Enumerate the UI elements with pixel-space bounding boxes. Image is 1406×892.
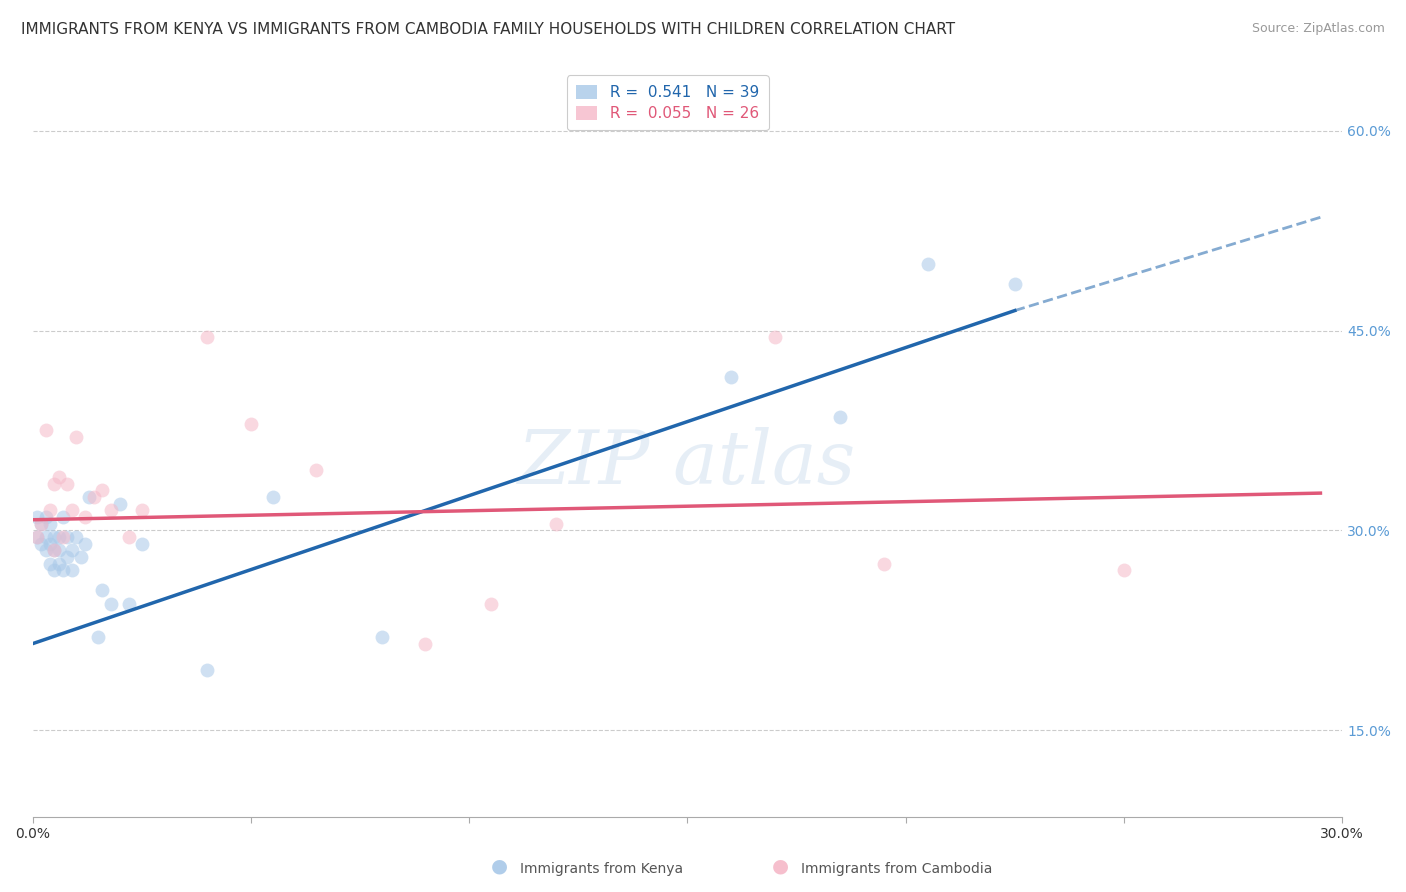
Point bbox=[44, 563, 66, 577]
Point bbox=[546, 516, 568, 531]
Point bbox=[195, 663, 218, 677]
Point bbox=[87, 630, 110, 644]
Point bbox=[305, 463, 328, 477]
Point bbox=[44, 543, 66, 558]
Point bbox=[479, 597, 502, 611]
Point bbox=[56, 476, 79, 491]
Point bbox=[73, 537, 96, 551]
Point bbox=[56, 550, 79, 565]
Point bbox=[830, 410, 852, 425]
Legend:  R =  0.541   N = 39,  R =  0.055   N = 26: R = 0.541 N = 39, R = 0.055 N = 26 bbox=[567, 76, 769, 130]
Point bbox=[83, 490, 105, 504]
Point bbox=[30, 516, 52, 531]
Text: Source: ZipAtlas.com: Source: ZipAtlas.com bbox=[1251, 22, 1385, 36]
Text: Immigrants from Kenya: Immigrants from Kenya bbox=[520, 862, 683, 876]
Point bbox=[48, 543, 70, 558]
Point bbox=[30, 516, 52, 531]
Point bbox=[873, 557, 896, 571]
Point bbox=[415, 637, 437, 651]
Point bbox=[60, 503, 83, 517]
Point bbox=[25, 530, 48, 544]
Point bbox=[34, 543, 56, 558]
Point bbox=[1004, 277, 1026, 291]
Point bbox=[48, 470, 70, 484]
Point bbox=[39, 537, 62, 551]
Point bbox=[117, 597, 139, 611]
Point bbox=[34, 510, 56, 524]
Point bbox=[77, 490, 100, 504]
Point bbox=[39, 557, 62, 571]
Point bbox=[25, 530, 48, 544]
Point bbox=[720, 370, 742, 384]
Point bbox=[44, 543, 66, 558]
Point bbox=[60, 563, 83, 577]
Point bbox=[65, 430, 87, 444]
Point bbox=[30, 537, 52, 551]
Point bbox=[34, 424, 56, 438]
Text: ●: ● bbox=[772, 857, 789, 876]
Point bbox=[34, 530, 56, 544]
Point bbox=[917, 257, 939, 271]
Point bbox=[100, 503, 122, 517]
Point bbox=[56, 530, 79, 544]
Point bbox=[763, 330, 786, 344]
Text: ZIP atlas: ZIP atlas bbox=[519, 426, 856, 500]
Point bbox=[65, 530, 87, 544]
Point bbox=[100, 597, 122, 611]
Point bbox=[131, 503, 153, 517]
Point bbox=[195, 330, 218, 344]
Point bbox=[117, 530, 139, 544]
Point bbox=[108, 497, 131, 511]
Point bbox=[131, 537, 153, 551]
Point bbox=[44, 530, 66, 544]
Point bbox=[60, 543, 83, 558]
Point bbox=[52, 530, 75, 544]
Point bbox=[25, 510, 48, 524]
Point bbox=[44, 476, 66, 491]
Point bbox=[39, 516, 62, 531]
Point bbox=[52, 563, 75, 577]
Point bbox=[48, 557, 70, 571]
Point bbox=[91, 583, 114, 598]
Point bbox=[1112, 563, 1135, 577]
Point bbox=[262, 490, 284, 504]
Point bbox=[69, 550, 91, 565]
Text: Immigrants from Cambodia: Immigrants from Cambodia bbox=[801, 862, 993, 876]
Point bbox=[52, 510, 75, 524]
Text: IMMIGRANTS FROM KENYA VS IMMIGRANTS FROM CAMBODIA FAMILY HOUSEHOLDS WITH CHILDRE: IMMIGRANTS FROM KENYA VS IMMIGRANTS FROM… bbox=[21, 22, 955, 37]
Point bbox=[48, 530, 70, 544]
Point bbox=[91, 483, 114, 498]
Point bbox=[239, 417, 262, 431]
Point bbox=[73, 510, 96, 524]
Point bbox=[39, 503, 62, 517]
Text: ●: ● bbox=[491, 857, 508, 876]
Point bbox=[371, 630, 394, 644]
